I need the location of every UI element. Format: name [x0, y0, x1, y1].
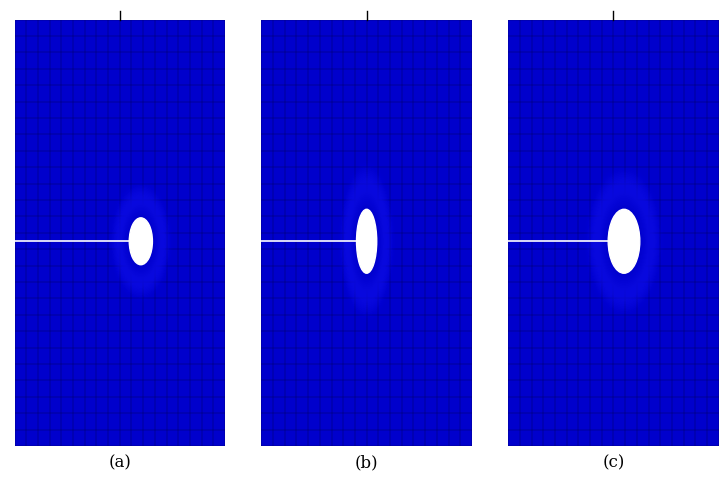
Ellipse shape	[343, 172, 391, 310]
Ellipse shape	[596, 187, 652, 295]
Ellipse shape	[112, 185, 170, 297]
Ellipse shape	[356, 209, 377, 273]
Ellipse shape	[355, 206, 378, 277]
Ellipse shape	[348, 189, 385, 294]
Ellipse shape	[115, 191, 167, 292]
Ellipse shape	[119, 199, 163, 283]
Ellipse shape	[347, 183, 386, 299]
Ellipse shape	[354, 204, 379, 279]
Ellipse shape	[128, 215, 154, 268]
Ellipse shape	[602, 197, 646, 285]
Ellipse shape	[595, 184, 653, 299]
Ellipse shape	[598, 191, 650, 292]
Ellipse shape	[606, 206, 642, 277]
Ellipse shape	[354, 202, 380, 281]
Ellipse shape	[113, 187, 169, 296]
Ellipse shape	[590, 175, 658, 307]
Ellipse shape	[345, 178, 388, 305]
Ellipse shape	[349, 191, 384, 292]
Ellipse shape	[116, 194, 166, 289]
Ellipse shape	[350, 193, 383, 290]
Ellipse shape	[115, 192, 166, 290]
Ellipse shape	[351, 196, 382, 286]
Ellipse shape	[340, 167, 393, 316]
Ellipse shape	[356, 207, 378, 275]
Ellipse shape	[592, 179, 656, 304]
Ellipse shape	[601, 196, 647, 287]
Ellipse shape	[120, 201, 162, 282]
Ellipse shape	[600, 194, 648, 289]
Ellipse shape	[348, 187, 386, 295]
Ellipse shape	[117, 195, 165, 288]
Ellipse shape	[605, 202, 643, 280]
Ellipse shape	[118, 196, 164, 286]
Ellipse shape	[121, 202, 161, 280]
Ellipse shape	[121, 204, 160, 279]
Ellipse shape	[127, 214, 155, 269]
Ellipse shape	[126, 212, 155, 270]
Ellipse shape	[123, 206, 158, 276]
Ellipse shape	[592, 180, 656, 302]
Ellipse shape	[352, 198, 381, 284]
Ellipse shape	[599, 192, 649, 290]
Ellipse shape	[114, 190, 168, 293]
Text: (b): (b)	[355, 455, 378, 471]
Ellipse shape	[129, 217, 153, 266]
Ellipse shape	[118, 198, 163, 285]
Ellipse shape	[348, 185, 386, 297]
Ellipse shape	[342, 171, 391, 312]
Ellipse shape	[588, 172, 660, 311]
Ellipse shape	[595, 185, 653, 297]
Ellipse shape	[594, 182, 654, 300]
Ellipse shape	[603, 199, 645, 284]
Ellipse shape	[346, 182, 387, 301]
Ellipse shape	[607, 208, 641, 275]
Ellipse shape	[608, 209, 640, 273]
Ellipse shape	[589, 173, 659, 309]
Ellipse shape	[113, 188, 168, 294]
Ellipse shape	[343, 174, 390, 308]
Ellipse shape	[124, 208, 158, 275]
Ellipse shape	[129, 218, 152, 265]
Ellipse shape	[122, 205, 160, 277]
Ellipse shape	[603, 201, 645, 282]
Text: (c): (c)	[603, 455, 624, 471]
Ellipse shape	[605, 204, 643, 278]
Ellipse shape	[351, 195, 383, 288]
Ellipse shape	[587, 170, 661, 313]
Ellipse shape	[346, 180, 388, 303]
Ellipse shape	[126, 211, 156, 272]
Ellipse shape	[344, 176, 389, 307]
Ellipse shape	[353, 200, 380, 282]
Ellipse shape	[597, 189, 650, 294]
Text: (a): (a)	[108, 455, 131, 471]
Ellipse shape	[125, 209, 157, 273]
Ellipse shape	[341, 169, 392, 314]
Ellipse shape	[591, 177, 657, 306]
